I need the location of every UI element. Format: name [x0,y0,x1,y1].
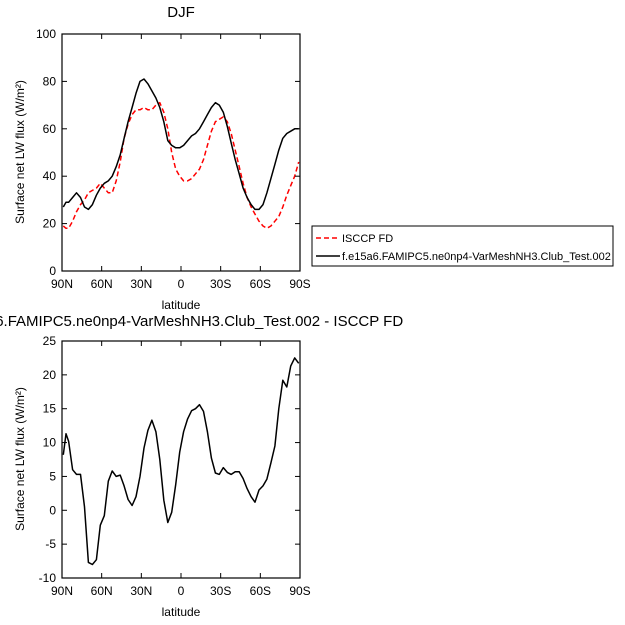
legend-label-model: f.e15a6.FAMIPC5.ne0np4-VarMeshNH3.Club_T… [342,251,611,263]
top-x-tick-label: 0 [178,277,185,291]
bottom-x-axis-label: latitude [162,605,201,619]
top-plot-frame [61,33,301,272]
bottom-y-tick-label: -5 [45,537,56,551]
top-y-tick-label: 20 [43,217,57,231]
top-x-tick-label: 30S [210,277,231,291]
bottom-series-line-0 [62,357,300,566]
top-y-tick-label: 40 [43,169,57,183]
bottom-y-tick-label: 15 [43,402,57,416]
bottom-y-axis-label: Surface net LW flux (W/m²) [13,387,27,531]
top-x-tick-label: 90N [51,277,73,291]
bottom-y-tick-label: 5 [49,469,56,483]
bottom-x-tick-label: 90N [51,584,73,598]
bottom-chart-title: a6.FAMIPC5.ne0np4-VarMeshNH3.Club_Test.0… [0,313,403,330]
top-y-axis-label: Surface net LW flux (W/m²) [13,80,27,224]
top-x-tick-label: 60S [250,277,271,291]
legend-box [311,225,614,267]
top-panel: DJF 90N 60N 30N 0 30S 60S 90S 0 20 40 60 80 100 lati… [13,4,614,312]
top-y-tick-label: 100 [36,27,56,41]
bottom-x-tick-label: 0 [178,584,185,598]
top-y-tick-label: 80 [43,74,57,88]
top-series-line-1 [62,78,299,211]
top-series-group [62,78,300,230]
bottom-x-tick-label: 90S [289,584,310,598]
top-x-tick-label: 30N [130,277,152,291]
bottom-y-tick-label: 25 [43,334,57,348]
top-chart-title: DJF [167,4,195,21]
bottom-y-tick-label: -10 [39,571,57,585]
top-x-axis-label: latitude [162,298,201,312]
bottom-x-tick-label: 30N [130,584,152,598]
bottom-y-tick-label: 10 [43,436,57,450]
bottom-x-tick-label: 60S [250,584,271,598]
bottom-panel: a6.FAMIPC5.ne0np4-VarMeshNH3.Club_Test.0… [0,313,403,619]
top-series-line-0 [62,101,300,230]
top-x-tick-label: 90S [289,277,310,291]
bottom-x-tick-label: 30S [210,584,231,598]
legend: ISCCP FD f.e15a6.FAMIPC5.ne0np4-VarMeshN… [311,225,614,267]
legend-label-isccp: ISCCP FD [342,233,393,245]
top-x-tick-label: 60N [91,277,113,291]
top-y-tick-label: 60 [43,122,57,136]
bottom-y-tick-label: 20 [43,368,57,382]
bottom-y-tick-label: 0 [49,503,56,517]
top-y-tick-label: 0 [49,264,56,278]
bottom-x-tick-label: 60N [91,584,113,598]
bottom-series-group [62,357,300,566]
